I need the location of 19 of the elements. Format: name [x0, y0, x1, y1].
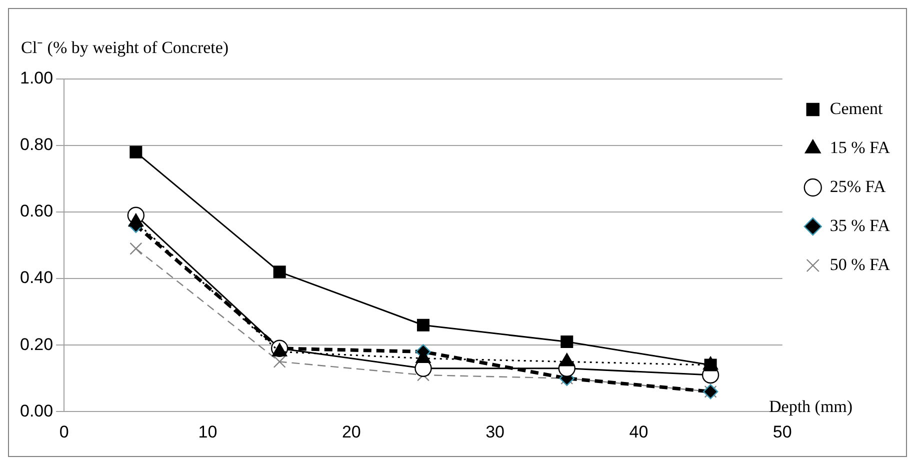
x-tick-label: 30: [486, 422, 505, 442]
y-tick-label: 0.40: [20, 268, 54, 288]
y-tick-label: 0.80: [20, 135, 54, 154]
y-tick-label: 0.00: [20, 401, 54, 420]
x-tick-label: 20: [342, 422, 361, 442]
legend-label: Cement: [830, 98, 884, 118]
legend-label: 50 % FA: [830, 254, 891, 274]
y-tick-label: 1.00: [20, 68, 54, 88]
x-tick-label: 10: [198, 422, 218, 442]
legend-label: 15 % FA: [830, 138, 891, 157]
legend-label: 25% FA: [830, 176, 886, 196]
y-tick-label: 0.60: [20, 202, 54, 221]
legend-label: 35 % FA: [830, 216, 891, 235]
x-tick-label: 0: [59, 422, 69, 442]
x-tick-label: 40: [629, 422, 648, 442]
x-tick-label: 50: [772, 422, 792, 442]
x-axis-title: Depth (mm): [769, 397, 853, 417]
y-tick-label: 0.20: [20, 334, 54, 354]
y-axis-title: Cl⁻ (% by weight of Concrete): [21, 37, 229, 58]
